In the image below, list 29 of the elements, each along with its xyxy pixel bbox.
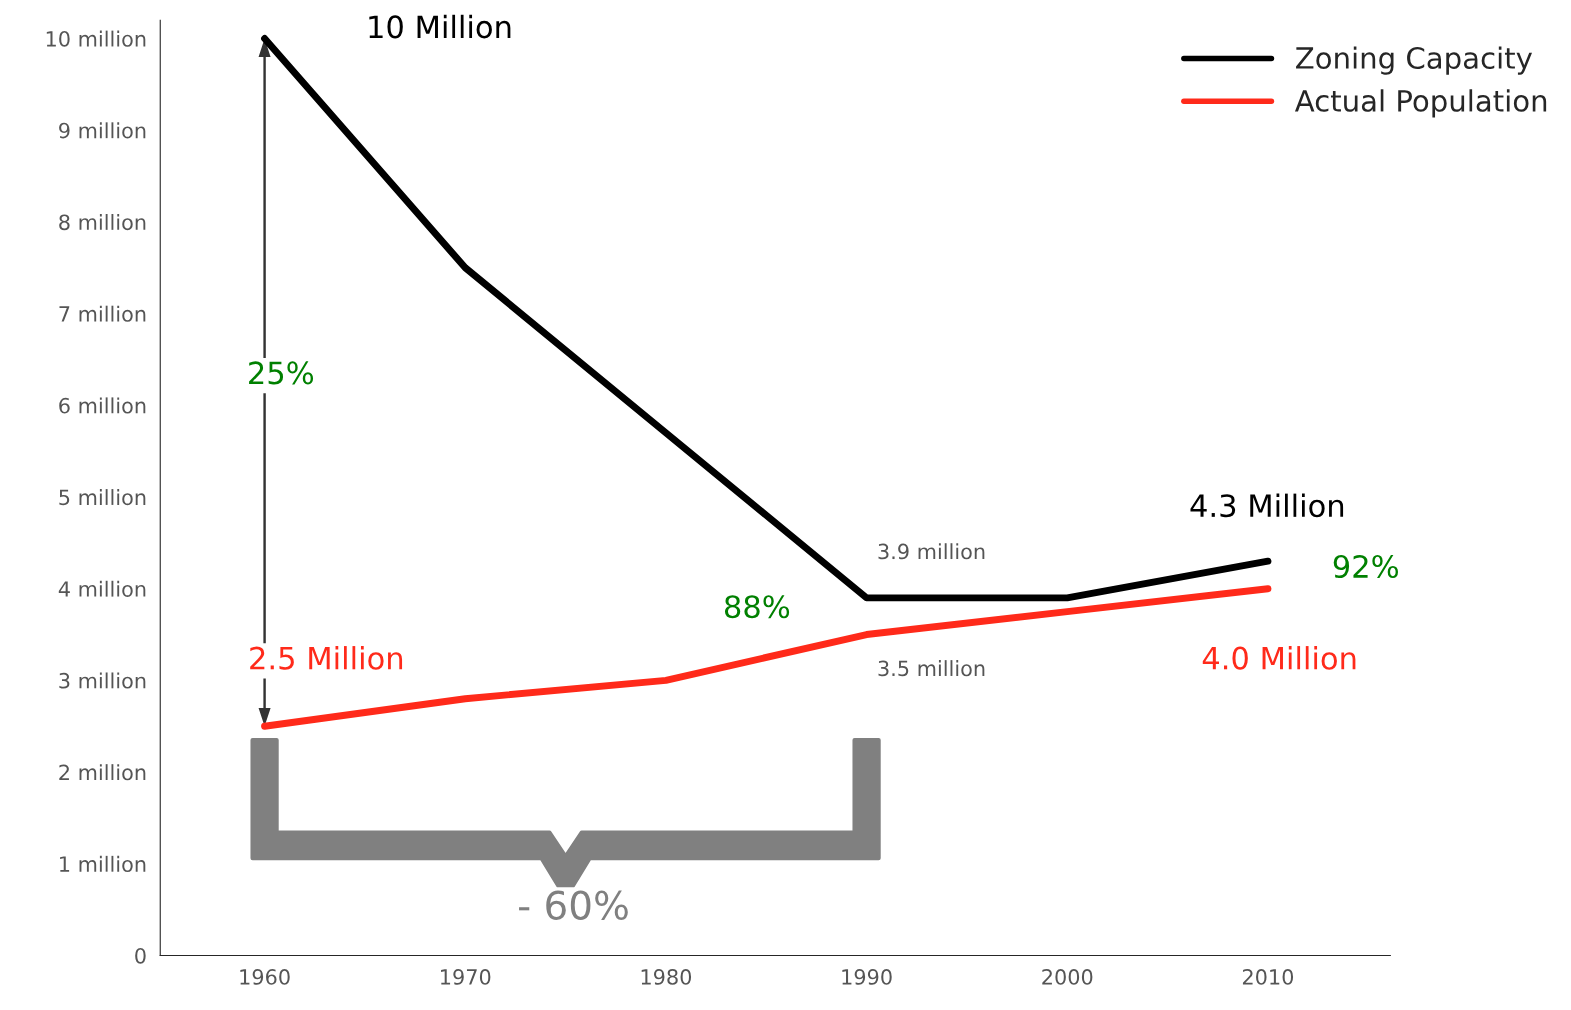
x-tick-label: 2010: [1242, 969, 1294, 985]
y-tick-label: 4 million: [58, 580, 146, 597]
annotation: 3.9 million: [878, 543, 985, 560]
annotation: 92%: [1333, 554, 1398, 579]
y-tick-label: 9 million: [59, 122, 146, 139]
x-tick-label: 2000: [1042, 969, 1093, 985]
x-tick-label: 1970: [441, 969, 491, 985]
annotation: 25%: [249, 361, 314, 385]
y-tick-label: 3 million: [59, 672, 146, 689]
annotation: 4.3 Million: [1190, 493, 1344, 518]
legend-label: Zoning Capacity: [1296, 46, 1533, 75]
annotation: 2.5 Million: [250, 646, 403, 670]
y-tick-label: 5 million: [59, 489, 146, 506]
y-tick-label: 0: [135, 947, 146, 964]
y-tick-label: 7 million: [59, 305, 146, 322]
annotation: 88%: [724, 595, 790, 619]
y-tick-label: 1 million: [60, 855, 146, 872]
annotation: 10 Million: [369, 14, 511, 39]
y-tick-label: 2 million: [59, 764, 146, 781]
annotation: - 60%: [519, 890, 628, 920]
x-tick-label: 1990: [842, 969, 892, 985]
legend-label: Actual Population: [1294, 89, 1547, 118]
y-tick-label: 8 million: [59, 214, 146, 231]
x-tick-label: 1960: [240, 969, 290, 985]
y-tick-label: 10 million: [46, 30, 146, 47]
x-tick-label: 1980: [641, 969, 692, 985]
annotation: 4.0 Million: [1202, 646, 1356, 670]
annotation: 3.5 million: [878, 660, 985, 677]
y-tick-label: 6 million: [59, 397, 146, 414]
